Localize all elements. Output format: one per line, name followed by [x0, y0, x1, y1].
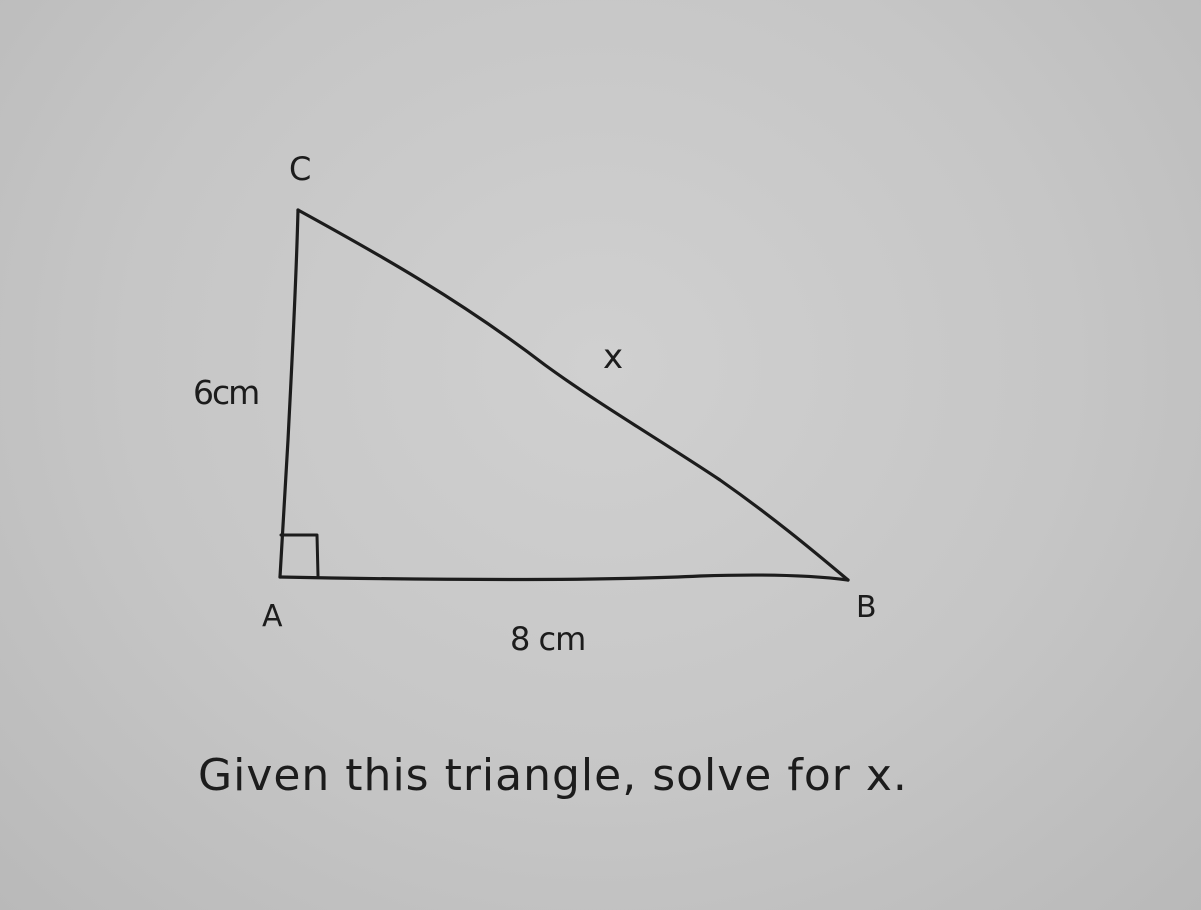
right-angle-marker — [279, 533, 320, 578]
side-label-ab: 8 cm — [510, 620, 585, 658]
side-ac-line — [278, 208, 300, 579]
vertex-label-a: A — [262, 599, 283, 634]
side-ab-line — [278, 573, 850, 582]
side-bc-line — [296, 208, 850, 582]
problem-caption: Given this triangle, solve for x. — [198, 750, 908, 801]
side-label-ac: 6cm — [193, 373, 258, 412]
vertex-label-b: B — [856, 590, 877, 625]
side-label-bc: x — [603, 337, 623, 377]
vertex-label-c: C — [289, 150, 311, 188]
